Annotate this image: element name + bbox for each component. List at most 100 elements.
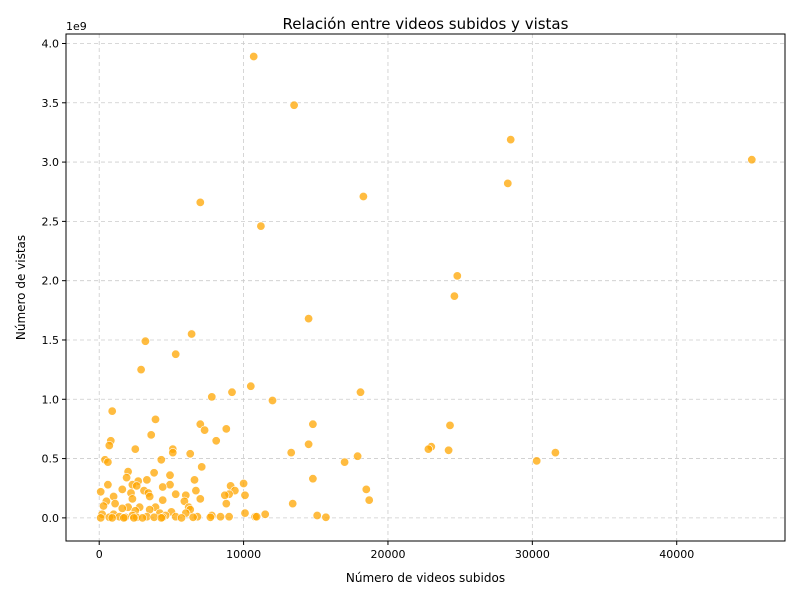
data-point [188, 512, 198, 522]
y-offset-label: 1e9 [66, 20, 87, 33]
data-point [185, 449, 195, 459]
y-tick-label: 1.0 [42, 393, 60, 406]
data-point [99, 501, 109, 511]
data-point [260, 509, 270, 519]
data-point [304, 439, 314, 449]
data-point [312, 510, 322, 520]
grid-lines [66, 34, 785, 541]
data-point [444, 445, 454, 455]
x-tick-label: 0 [96, 548, 103, 561]
data-point [103, 457, 113, 467]
data-point [119, 513, 129, 523]
data-point [211, 436, 221, 446]
data-point [503, 178, 513, 188]
data-point [353, 451, 363, 461]
data-point [221, 424, 231, 434]
data-point [132, 481, 142, 491]
y-tick-label: 1.5 [42, 334, 60, 347]
data-point [246, 381, 256, 391]
data-point [130, 444, 140, 454]
data-point [220, 490, 230, 500]
data-point [110, 499, 120, 509]
data-point [171, 489, 181, 499]
x-tick-label: 20000 [370, 548, 405, 561]
data-point [256, 221, 266, 231]
data-point [96, 513, 106, 523]
data-point [107, 406, 117, 416]
data-point [158, 482, 168, 492]
data-point [104, 440, 114, 450]
data-point [138, 513, 148, 523]
data-point [321, 512, 331, 522]
data-point [240, 490, 250, 500]
data-point [129, 513, 139, 523]
y-tick-label: 3.0 [42, 156, 60, 169]
data-point [286, 448, 296, 458]
data-point [149, 468, 159, 478]
data-point [190, 475, 200, 485]
data-point [249, 51, 259, 61]
data-point [168, 448, 178, 458]
data-point [127, 494, 137, 504]
y-tick-label: 2.0 [42, 275, 60, 288]
data-point [205, 512, 215, 522]
data-point [171, 349, 181, 359]
data-point [747, 155, 757, 165]
data-point [423, 444, 433, 454]
data-point [361, 484, 371, 494]
data-point [96, 487, 106, 497]
data-point [187, 329, 197, 339]
data-point [195, 197, 205, 207]
data-point [151, 414, 161, 424]
y-tick-label: 4.0 [42, 37, 60, 50]
x-axis-label: Número de videos subidos [346, 571, 505, 585]
data-point [177, 513, 187, 523]
x-tick-label: 40000 [659, 548, 694, 561]
x-axis-ticks: 0 10000 20000 30000 40000 [96, 541, 694, 561]
data-point [532, 456, 542, 466]
data-point [165, 470, 175, 480]
data-point [267, 395, 277, 405]
data-point [308, 419, 318, 429]
data-point [136, 365, 146, 375]
data-point [340, 457, 350, 467]
data-point [117, 484, 127, 494]
chart-title: Relación entre videos subidos y vistas [283, 15, 569, 33]
data-point [197, 462, 207, 472]
data-point [156, 513, 166, 523]
data-point [191, 486, 201, 496]
y-tick-label: 3.5 [42, 97, 60, 110]
data-point [358, 192, 368, 202]
data-point [145, 491, 155, 501]
data-point [146, 430, 156, 440]
data-point [156, 455, 166, 465]
data-point [240, 508, 250, 518]
data-point [304, 314, 314, 324]
data-point [308, 474, 318, 484]
y-tick-label: 2.5 [42, 215, 60, 228]
scatter-points [96, 51, 757, 523]
data-point [216, 512, 226, 522]
data-point [122, 473, 132, 483]
data-point [252, 512, 262, 522]
data-point [449, 291, 459, 301]
data-point [355, 387, 365, 397]
data-point [207, 392, 217, 402]
data-point [550, 448, 560, 458]
data-point [224, 512, 234, 522]
y-tick-label: 0.5 [42, 453, 60, 466]
data-point [158, 495, 168, 505]
data-point [364, 495, 374, 505]
data-point [445, 420, 455, 430]
data-point [103, 480, 113, 490]
x-tick-label: 30000 [515, 548, 550, 561]
data-point [117, 503, 127, 513]
data-point [227, 387, 237, 397]
data-point [221, 499, 231, 509]
y-tick-label: 0.0 [42, 512, 60, 525]
x-tick-label: 10000 [226, 548, 261, 561]
data-point [195, 494, 205, 504]
data-point [288, 499, 298, 509]
data-point [452, 271, 462, 281]
